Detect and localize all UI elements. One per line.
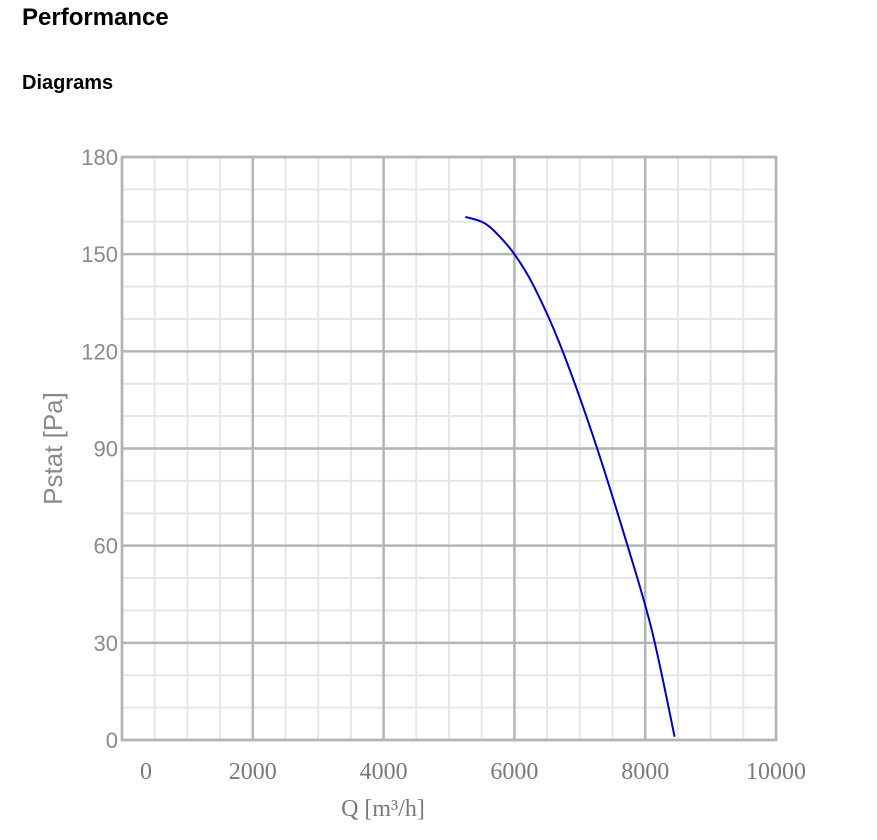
grid-major <box>120 155 778 742</box>
y-tick-label: 90 <box>94 437 118 462</box>
y-axis-label: Pstat [Pa] <box>38 392 68 505</box>
x-tick-label: 4000 <box>360 759 408 785</box>
x-tick-label: 10000 <box>746 759 806 785</box>
section-heading: Diagrams <box>22 72 114 94</box>
y-tick-label: 180 <box>81 145 118 170</box>
y-tick-label: 150 <box>81 242 118 267</box>
x-tick-label: 6000 <box>490 759 538 785</box>
x-axis-label: Q [m³/h] <box>341 796 425 822</box>
series-layer <box>465 215 676 737</box>
y-tick-label: 60 <box>94 534 118 559</box>
y-ticks: 0 30 60 90 120 150 180 <box>81 145 118 753</box>
y-tick-label: 0 <box>106 728 118 753</box>
x-ticks: 0 2000 4000 6000 8000 10000 <box>140 759 806 785</box>
x-tick-label: 0 <box>140 759 152 785</box>
x-tick-label: 8000 <box>621 759 669 785</box>
page-title: Performance <box>22 4 169 31</box>
x-tick-label: 2000 <box>229 759 277 785</box>
plot-frame <box>120 155 778 742</box>
y-tick-label: 30 <box>94 631 118 656</box>
performance-curve <box>465 215 676 737</box>
y-tick-label: 120 <box>81 339 118 364</box>
